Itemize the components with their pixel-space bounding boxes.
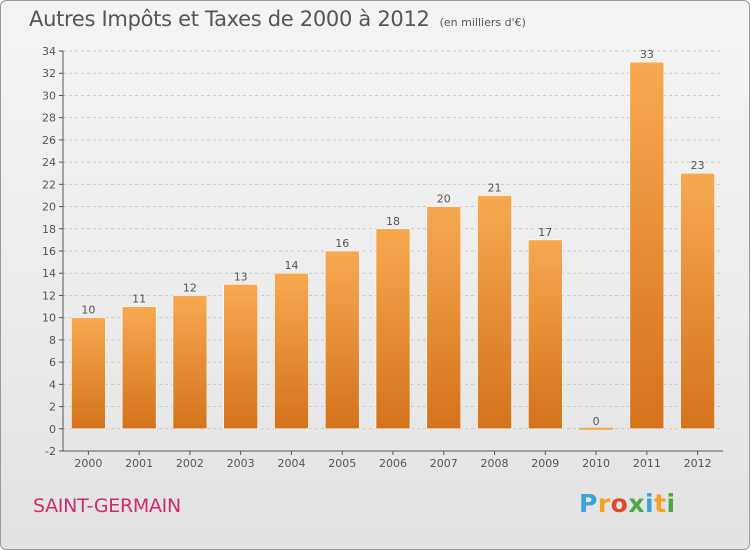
x-tick-label-2009: 2009 [531,457,559,470]
chart-subtitle: (en milliers d'€) [439,16,526,29]
y-tick-label: 32 [42,67,56,80]
y-tick-label: 6 [49,356,56,369]
bar-2012 [680,172,715,430]
x-tick-label-2010: 2010 [582,457,610,470]
proxiti-logo: Proxiti [579,489,676,518]
y-tick-label: 22 [42,178,56,191]
x-tick-label-2001: 2001 [125,457,153,470]
bar-2009 [528,239,563,430]
y-tick-label: 2 [49,401,56,414]
y-tick-label: -2 [45,445,56,458]
x-tick-label-2008: 2008 [481,457,509,470]
data-label-2008: 21 [488,181,502,194]
bar-2000 [71,317,106,430]
y-tick-label: 14 [42,267,56,280]
x-tick-label-2000: 2000 [74,457,102,470]
y-tick-label: 34 [42,45,56,58]
logo-letter: i [645,489,655,518]
logo-letter: t [654,489,667,518]
data-labels: 10 11 12 13 14 16 18 20 21 17 0 33 23 [81,48,704,428]
y-tick-label: 16 [42,245,56,258]
x-tick-label-2007: 2007 [430,457,458,470]
logo-letter: o [610,489,629,518]
bar-2004 [274,272,309,430]
y-tick-label: 30 [42,89,56,102]
bar-2011 [629,61,665,430]
title-line: Autres Impôts et Taxes de 2000 à 2012 (en… [29,7,526,31]
x-tick-label-2005: 2005 [328,457,356,470]
y-tick-label: 26 [42,134,56,147]
x-tick-label-2003: 2003 [227,457,255,470]
y-tick-label: 18 [42,223,56,236]
data-label-2004: 14 [284,259,298,272]
x-tick-label-2006: 2006 [379,457,407,470]
y-tick-label: 28 [42,112,56,125]
commune-name: SAINT-GERMAIN [33,495,181,517]
y-tick-label: 0 [49,423,56,436]
y-tick-label: 12 [42,289,56,302]
data-label-2011: 33 [640,48,654,61]
bar-2003 [223,284,258,430]
logo-letter: i [666,489,676,518]
x-tick-label-2002: 2002 [176,457,204,470]
bar-2007 [426,206,462,430]
data-label-2007: 20 [437,193,451,206]
data-label-2002: 12 [183,281,197,294]
logo-letter: P [579,489,598,518]
data-label-2006: 18 [386,215,400,228]
bar-2002 [172,295,208,430]
y-tick-label: 24 [42,156,56,169]
x-tick-label-2012: 2012 [684,457,712,470]
bar-2006 [375,228,411,430]
y-tick-label: 10 [42,312,56,325]
data-label-2000: 10 [81,304,95,317]
chart-title: Autres Impôts et Taxes de 2000 à 2012 [29,7,430,31]
data-label-2001: 11 [132,293,146,306]
y-tick-label: 20 [42,201,56,214]
data-label-2009: 17 [538,226,552,239]
data-label-2005: 16 [335,237,349,250]
data-label-2012: 23 [691,159,705,172]
bars [71,61,715,430]
x-tick-label-2004: 2004 [277,457,305,470]
bar-2005 [324,250,360,430]
bar-2008 [477,195,512,430]
y-tick-label: 8 [49,334,56,347]
y-tick-label: 4 [49,378,56,391]
x-tick-label-2011: 2011 [633,457,661,470]
data-label-2003: 13 [234,270,248,283]
data-label-2010: 0 [593,415,600,428]
logo-letter: r [597,489,611,518]
bar-2010 [579,427,614,430]
bar-2001 [121,306,157,430]
logo-letter: x [628,489,645,518]
